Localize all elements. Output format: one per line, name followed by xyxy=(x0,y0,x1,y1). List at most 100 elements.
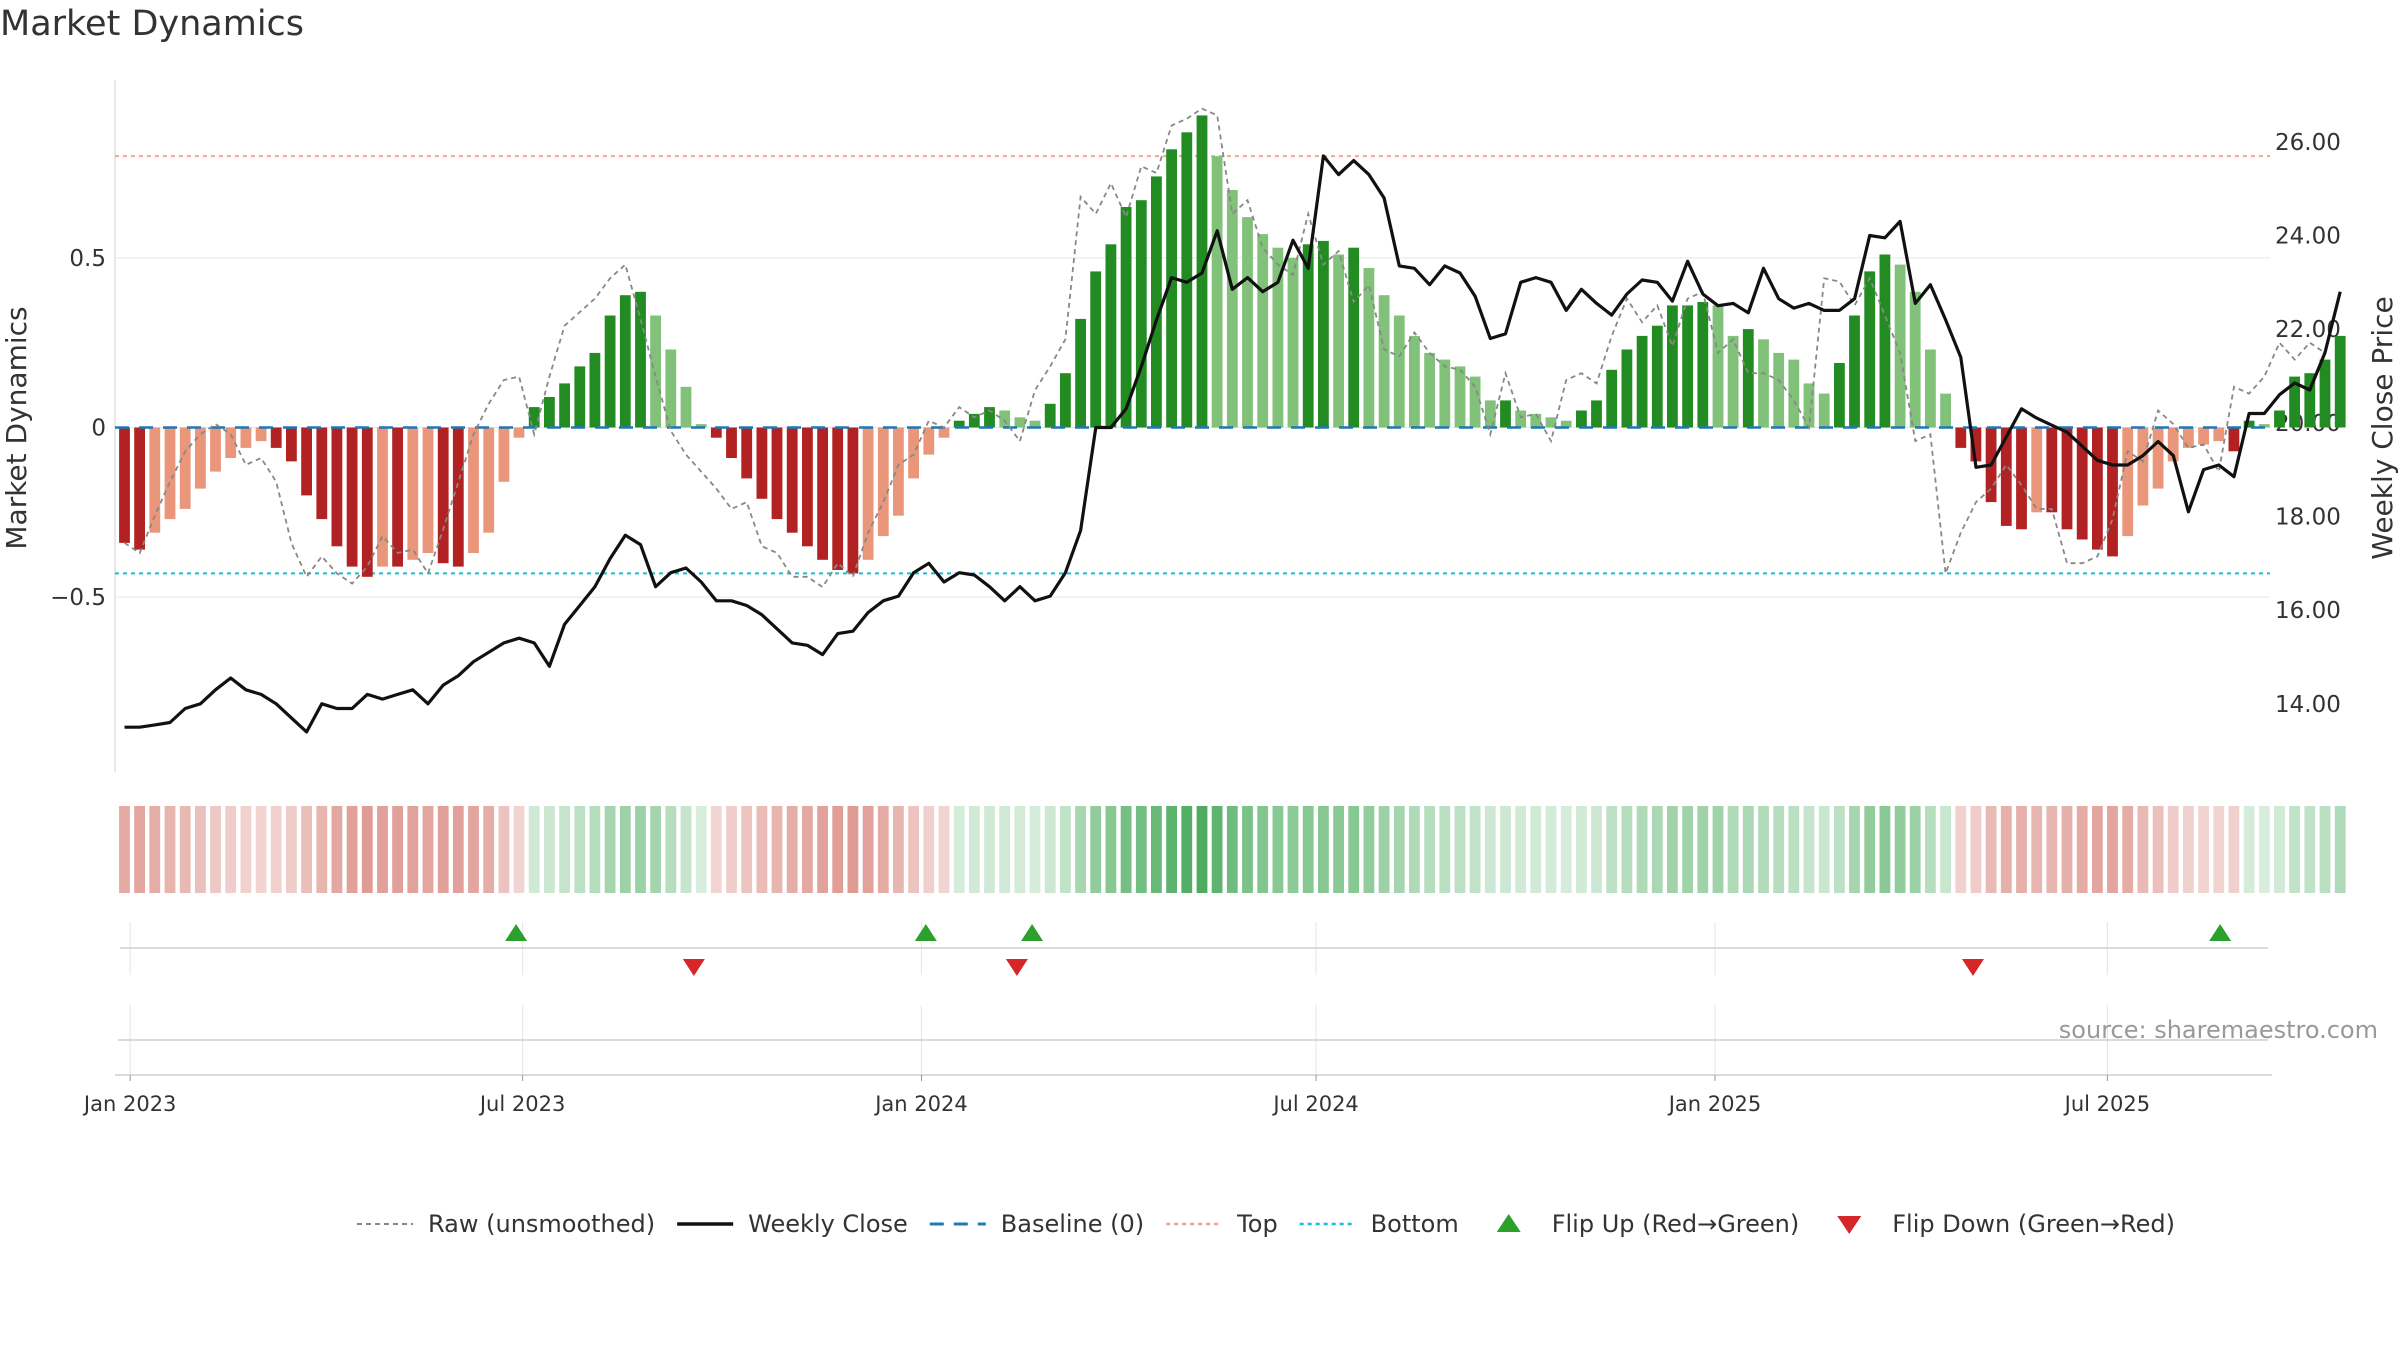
bar xyxy=(908,427,919,479)
bar xyxy=(528,407,540,428)
bar xyxy=(862,427,874,560)
regime-strip-cell xyxy=(437,806,449,893)
regime-strip-cell xyxy=(847,806,859,893)
bar xyxy=(877,427,889,537)
bar xyxy=(1409,335,1420,428)
bar xyxy=(2167,427,2179,462)
bar xyxy=(498,427,510,482)
regime-strip-cell xyxy=(726,806,737,893)
regime-strip-cell xyxy=(1181,806,1193,893)
regime-strip-cell xyxy=(1818,806,1830,893)
regime-strip-cell xyxy=(1318,806,1329,893)
legend-item: Bottom xyxy=(1299,1210,1459,1238)
regime-strip-cell xyxy=(2213,806,2225,893)
regime-strip-cell xyxy=(2198,806,2209,893)
regime-strip-cell xyxy=(316,806,328,893)
regime-strip-cell xyxy=(938,806,950,893)
bar xyxy=(1576,410,1587,428)
regime-strip-cell xyxy=(1257,806,1269,893)
regime-strip-cell xyxy=(1894,806,1906,893)
regime-strip-cell xyxy=(1409,806,1420,893)
bar xyxy=(771,427,783,520)
bar xyxy=(195,427,206,489)
bar xyxy=(2213,427,2225,442)
bar xyxy=(1697,302,1709,428)
regime-strip-cell xyxy=(255,806,267,893)
bar xyxy=(2274,410,2285,428)
regime-strip-cell xyxy=(1272,806,1284,893)
left-axis-label: Market Dynamics xyxy=(0,306,33,549)
right-tick-label: 14.00 xyxy=(2275,692,2341,718)
regime-strip-cell xyxy=(2061,806,2073,893)
regime-strip-cell xyxy=(1469,806,1481,893)
left-tick-label: −0.5 xyxy=(50,585,106,611)
regime-strip-cell xyxy=(2274,806,2285,893)
regime-strip-cell xyxy=(1378,806,1390,893)
bar xyxy=(2258,424,2270,428)
regime-strip-cell xyxy=(392,806,403,893)
bar xyxy=(1560,420,1572,428)
regime-strip-cell xyxy=(1909,806,1921,893)
regime-strip-cell xyxy=(862,806,874,893)
x-tick-label: Jan 2023 xyxy=(82,1092,177,1116)
legend-label: Baseline (0) xyxy=(1001,1210,1144,1238)
bar xyxy=(286,427,297,462)
regime-strip-cell xyxy=(1545,806,1557,893)
bar xyxy=(1318,240,1329,428)
regime-strip-cell xyxy=(1712,806,1724,893)
bar xyxy=(1712,305,1724,428)
left-tick-label: 0 xyxy=(91,416,106,442)
x-tick-label: Jan 2024 xyxy=(873,1092,968,1116)
bar xyxy=(1348,247,1360,428)
legend-swatch-flipup xyxy=(1496,1214,1521,1232)
regime-strip-cell xyxy=(756,806,768,893)
regime-strip-cell xyxy=(999,806,1011,893)
bar xyxy=(1272,247,1284,428)
bar xyxy=(544,397,555,428)
bar xyxy=(392,427,403,567)
regime-strip-cell xyxy=(483,806,495,893)
bar xyxy=(832,427,844,570)
bar xyxy=(1636,335,1648,428)
regime-strip-cell xyxy=(877,806,889,893)
bar xyxy=(1849,315,1860,428)
right-tick-label: 26.00 xyxy=(2275,130,2341,156)
bar xyxy=(2031,427,2043,513)
bar xyxy=(1742,329,1754,428)
regime-strip-cell xyxy=(1560,806,1572,893)
regime-strip-cell xyxy=(604,806,616,893)
bar xyxy=(1166,149,1177,428)
regime-strip-cell xyxy=(1454,806,1466,893)
regime-strip-cell xyxy=(1682,806,1693,893)
regime-strip-cell xyxy=(908,806,919,893)
bar xyxy=(893,427,904,516)
bar xyxy=(1302,244,1314,428)
flip-down-marker xyxy=(682,959,705,976)
regime-strip-cell xyxy=(2167,806,2179,893)
flip-up-marker xyxy=(914,924,937,941)
regime-strip-cell xyxy=(2046,806,2058,893)
regime-strip-cell xyxy=(771,806,783,893)
regime-strip-cell xyxy=(240,806,252,893)
regime-strip-cell xyxy=(1090,806,1102,893)
right-tick-label: 18.00 xyxy=(2275,504,2341,530)
regime-strip-cell xyxy=(968,806,980,893)
legend-label: Flip Up (Red→Green) xyxy=(1552,1210,1800,1238)
flip-up-marker xyxy=(505,924,528,941)
bar xyxy=(1667,305,1678,428)
regime-strip-cell xyxy=(589,806,601,893)
regime-strip-cell xyxy=(635,806,646,893)
legend-item: Baseline (0) xyxy=(929,1210,1144,1238)
regime-strip-cell xyxy=(1393,806,1405,893)
right-tick-label: 16.00 xyxy=(2275,598,2341,624)
bar xyxy=(1014,417,1026,428)
right-tick-label: 24.00 xyxy=(2275,223,2341,249)
bar xyxy=(346,427,358,567)
regime-strip-cell xyxy=(2334,806,2346,893)
regime-strip-cell xyxy=(1606,806,1618,893)
bar xyxy=(240,427,252,448)
bar xyxy=(802,427,813,547)
regime-strip-cell xyxy=(346,806,358,893)
regime-strip-cell xyxy=(1773,806,1785,893)
